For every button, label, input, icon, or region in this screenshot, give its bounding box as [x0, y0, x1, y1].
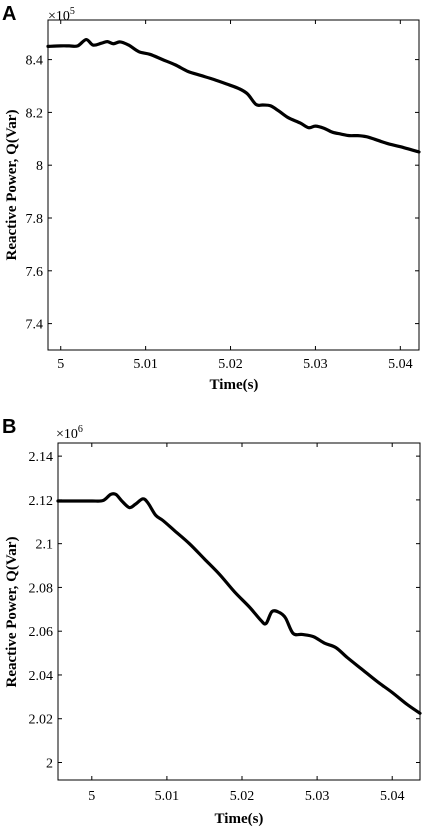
- y-tick-label: 2.12: [29, 494, 54, 509]
- y-tick-label: 2.02: [29, 713, 54, 728]
- y-multiplier-exponent-b: 6: [78, 424, 83, 435]
- y-tick-label: 7.4: [26, 318, 44, 333]
- x-axis-title-b: Time(s): [215, 811, 264, 827]
- x-tick-label: 5.02: [230, 789, 255, 804]
- y-multiplier-b: ×106: [56, 424, 83, 442]
- x-tick-label: 5.03: [303, 357, 328, 372]
- y-tick-label: 2.1: [36, 538, 54, 553]
- y-tick-label: 8.4: [26, 54, 44, 69]
- y-tick-label: 2: [46, 756, 53, 771]
- panel-label-b: B: [2, 416, 16, 438]
- x-tick-label: 5.04: [388, 357, 413, 372]
- x-tick-label: 5.02: [218, 357, 243, 372]
- axis-ticks-a: 5 5.01 5.02 5.03 5.04 7.4 7.6 7.8 8 8.2 8.4: [26, 20, 419, 372]
- plot-frame-a: [47, 19, 420, 351]
- y-tick-label: 7.8: [26, 212, 44, 227]
- chart-panel-b: B ×106 5 5.01 5.02 5.03 5.04 2 2.02 2.04 2.06 2.0…: [2, 416, 422, 827]
- x-axis-title-a: Time(s): [210, 377, 259, 393]
- x-tick-label: 5.01: [155, 789, 180, 804]
- plot-frame-b: [57, 442, 421, 781]
- x-tick-label: 5: [57, 357, 64, 372]
- y-multiplier-exponent-a: 5: [70, 6, 75, 17]
- y-multiplier-prefix-b: ×10: [56, 427, 78, 442]
- y-tick-label: 8: [36, 159, 43, 174]
- chart-panel-a: A ×105 5 5.01 5.02 5.03 5.047.47.67.888.28.4…: [2, 3, 421, 393]
- y-tick-label: 7.6: [26, 265, 44, 280]
- y-axis-title-b: Reactive Power, Q(Var): [4, 537, 20, 688]
- x-tick-label: 5: [88, 789, 95, 804]
- x-tick-label: 5.01: [133, 357, 158, 372]
- y-axis-title-a: Reactive Power, Q(Var): [4, 110, 20, 261]
- panel-label-a: A: [2, 3, 16, 25]
- series-line-a: [46, 37, 421, 154]
- x-tick-label: 5.04: [380, 789, 405, 804]
- y-multiplier-a: ×105: [48, 6, 75, 24]
- y-multiplier-prefix-a: ×10: [48, 9, 70, 24]
- x-tick-label: 5.03: [305, 789, 330, 804]
- y-tick-label: 2.14: [29, 450, 54, 465]
- y-tick-label: 8.2: [26, 106, 44, 121]
- y-tick-label: 2.06: [29, 625, 54, 640]
- y-tick-label: 2.08: [29, 581, 54, 596]
- series-line-b: [56, 492, 422, 715]
- axis-ticks-b: 5 5.01 5.02 5.03 5.04 2 2.02 2.04 2.06 2.08 2.1 2.1…: [29, 443, 420, 804]
- y-tick-label: 2.04: [29, 669, 54, 684]
